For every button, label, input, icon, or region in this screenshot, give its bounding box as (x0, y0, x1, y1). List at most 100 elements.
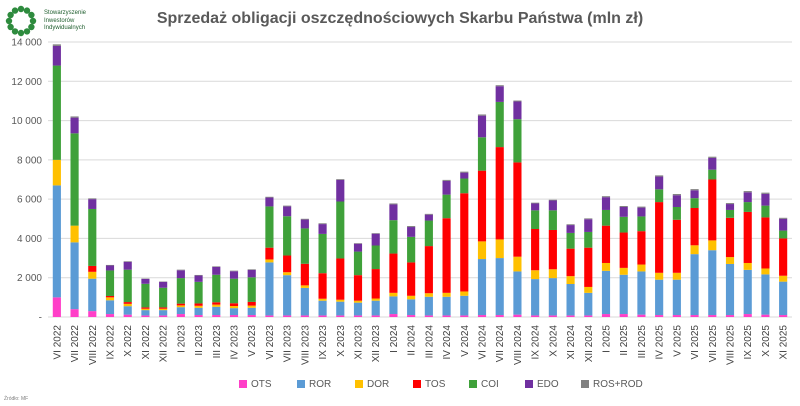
bar-segment-ror (761, 274, 770, 315)
bar-segment-ror (672, 279, 681, 316)
bar-segment-ots (52, 297, 61, 317)
bar-segment-coi (495, 101, 504, 148)
bar-segment-dor (176, 305, 185, 308)
bar-segment-edo (601, 197, 611, 210)
bar-segment-dor (159, 308, 168, 311)
x-tick-label: I 2025 (602, 325, 613, 353)
bar-segment-ots (513, 314, 522, 317)
bar-segment-coi (88, 208, 97, 266)
bar-segment-dor (265, 259, 274, 263)
bar-segment-tos (212, 302, 221, 305)
bar-segment-ots (300, 315, 309, 317)
bar-segment-tos (389, 253, 398, 293)
bar-segment-dor (52, 159, 61, 186)
bar-segment-coi (247, 277, 256, 302)
bar-segment-ror (407, 299, 416, 316)
bar-segment-coi (655, 189, 664, 203)
bar-segment-tos (442, 218, 451, 293)
bar-segment-tos (176, 303, 185, 306)
x-tick-label: VII 2023 (283, 325, 294, 363)
legend-label: OTS (251, 379, 272, 390)
bar-segment-edo (495, 86, 504, 102)
bar-segment-ror (725, 263, 735, 316)
bar-segment-dor (619, 267, 628, 275)
bar-segment-ror (247, 307, 256, 316)
bar-segment-dor (105, 297, 115, 301)
bar-segment-ror (300, 287, 309, 316)
y-tick-label: 10 000 (11, 116, 42, 127)
bar-segment-dor (513, 256, 522, 272)
bar-segment-ros-rod (52, 44, 61, 46)
bar-segment-coi (159, 287, 168, 308)
bar-segment-tos (531, 229, 540, 271)
bar-segment-ots (743, 314, 752, 317)
bar-segment-ror (389, 296, 398, 315)
bar-segment-ros-rod (123, 261, 132, 262)
bar-segment-ros-rod (300, 218, 309, 220)
bar-segment-coi (70, 133, 79, 226)
bar-segment-tos (300, 263, 309, 286)
bar-segment-ros-rod (513, 100, 522, 102)
bar-segment-ots (283, 315, 292, 317)
bar-segment-ots (655, 315, 664, 317)
bar-segment-ror (70, 242, 79, 310)
bar-segment-ros-rod (601, 196, 611, 198)
bar-segment-dor (672, 272, 681, 280)
y-tick-label: 12 000 (11, 77, 42, 88)
bar-segment-ots (265, 315, 274, 317)
bar-segment-dor (141, 308, 150, 311)
bar-segment-ots (601, 314, 611, 317)
logo-icon (5, 5, 37, 37)
bar-segment-dor (477, 241, 487, 260)
bar-segment-coi (123, 269, 132, 303)
bar-segment-coi (318, 233, 327, 274)
bar-segment-edo (105, 265, 115, 271)
bar-segment-ots (105, 314, 115, 317)
logo-dot (28, 23, 35, 31)
bar-segment-dor (194, 305, 203, 308)
bar-segment-dor (725, 257, 735, 264)
bar-segment-coi (442, 194, 451, 219)
bar-segment-ots (672, 315, 681, 317)
bar-segment-edo (123, 261, 132, 270)
x-tick-label: I 2024 (389, 325, 400, 353)
x-tick-label: VII 2025 (708, 325, 719, 363)
bar-segment-dor (531, 270, 540, 280)
x-tick-label: XI 2023 (354, 325, 365, 360)
bar-segment-ots (584, 315, 593, 317)
bar-segment-dor (407, 295, 416, 300)
logo-dot (17, 29, 25, 37)
bar-segment-ror (229, 308, 239, 316)
bar-segment-tos (247, 301, 256, 306)
bar-segment-edo (513, 101, 522, 120)
bar-segment-edo (637, 207, 646, 217)
bar-segment-coi (531, 210, 540, 229)
x-tick-label: IV 2024 (442, 325, 453, 360)
bar-segment-ots (70, 309, 79, 317)
bar-segment-ots (495, 315, 504, 317)
bar-segment-dor (655, 272, 664, 280)
bar-segment-ror (159, 310, 168, 316)
x-tick-label: XI 2024 (566, 325, 577, 360)
bar-segment-ror (655, 279, 664, 316)
bar-segment-ots (88, 311, 97, 317)
bar-segment-ror (548, 278, 557, 316)
bar-segment-ror (88, 278, 97, 312)
bar-segment-dor (123, 303, 132, 307)
bar-segment-tos (265, 247, 274, 260)
source-note: Źródło: MF (4, 396, 29, 402)
legend-swatch (239, 380, 247, 388)
bar-segment-coi (336, 201, 345, 259)
bar-segment-ros-rod (761, 192, 770, 194)
bar-segment-edo (371, 233, 380, 246)
x-tick-label: X 2022 (123, 325, 134, 357)
logo-text: Stowarzyszenie Inwestorów Indywidualnych (44, 10, 86, 33)
bar-segment-ots (159, 315, 168, 317)
bar-segment-ots (761, 314, 770, 317)
bar-segment-ros-rod (460, 171, 469, 173)
bar-segment-ros-rod (318, 223, 327, 225)
bar-segment-ots (353, 315, 363, 317)
bar-segment-ros-rod (637, 206, 646, 208)
logo-line-3: Indywidualnych (44, 25, 86, 31)
bar-segment-ror (371, 300, 380, 316)
